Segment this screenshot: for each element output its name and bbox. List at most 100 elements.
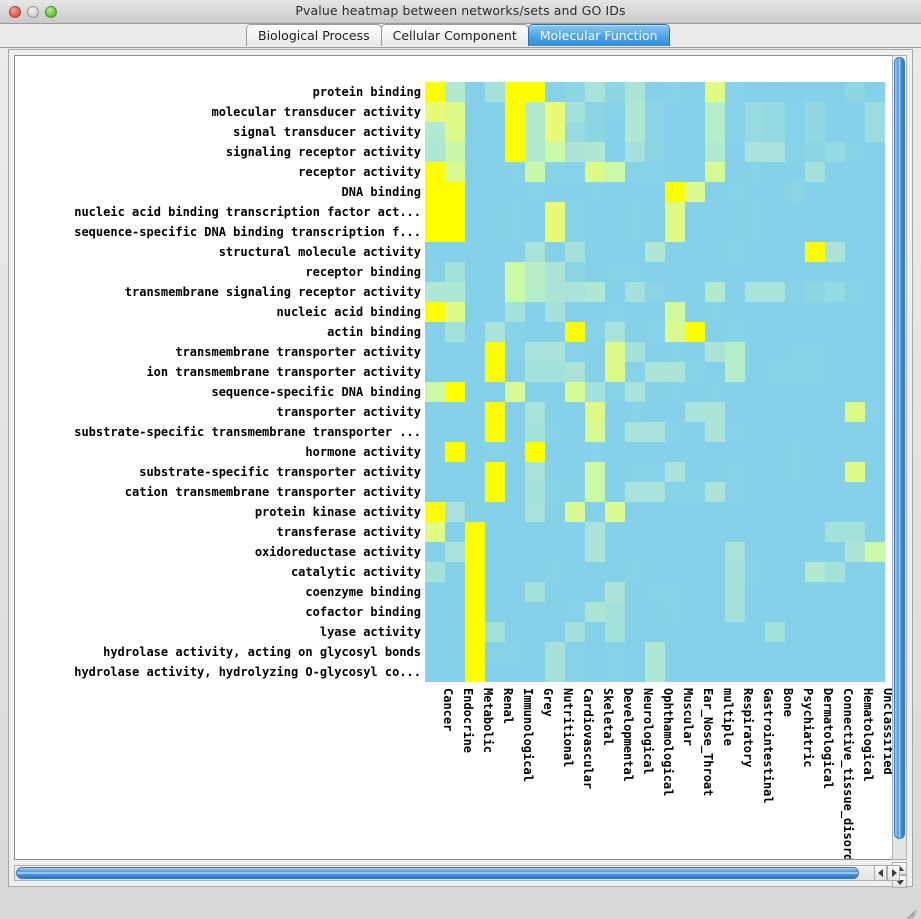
heatmap-cell[interactable]	[525, 102, 545, 122]
heatmap-cell[interactable]	[605, 162, 625, 182]
minimize-button[interactable]	[27, 6, 39, 18]
heatmap-cell[interactable]	[605, 302, 625, 322]
heatmap-cell[interactable]	[805, 322, 825, 342]
heatmap-cell[interactable]	[605, 282, 625, 302]
heatmap-cell[interactable]	[625, 222, 645, 242]
heatmap-cell[interactable]	[825, 402, 845, 422]
heatmap-cell[interactable]	[585, 282, 605, 302]
heatmap-cell[interactable]	[785, 202, 805, 222]
heatmap-cell[interactable]	[465, 142, 485, 162]
heatmap-cell[interactable]	[425, 102, 445, 122]
heatmap-cell[interactable]	[745, 402, 765, 422]
heatmap-cell[interactable]	[545, 662, 565, 682]
heatmap-cell[interactable]	[745, 162, 765, 182]
heatmap-cell[interactable]	[545, 102, 565, 122]
heatmap-cell[interactable]	[505, 222, 525, 242]
heatmap-cell[interactable]	[825, 562, 845, 582]
heatmap-cell[interactable]	[785, 542, 805, 562]
heatmap-cell[interactable]	[765, 242, 785, 262]
heatmap-cell[interactable]	[645, 82, 665, 102]
heatmap-cell[interactable]	[505, 362, 525, 382]
heatmap-cell[interactable]	[645, 662, 665, 682]
heatmap-cell[interactable]	[645, 642, 665, 662]
heatmap-cell[interactable]	[825, 162, 845, 182]
heatmap-cell[interactable]	[765, 202, 785, 222]
heatmap-cell[interactable]	[585, 262, 605, 282]
heatmap-cell[interactable]	[505, 182, 525, 202]
heatmap-cell[interactable]	[745, 642, 765, 662]
heatmap-cell[interactable]	[465, 522, 485, 542]
heatmap-cell[interactable]	[425, 642, 445, 662]
heatmap-cell[interactable]	[685, 122, 705, 142]
heatmap-cell[interactable]	[845, 322, 865, 342]
heatmap-cell[interactable]	[565, 662, 585, 682]
horizontal-scrollbar-thumb[interactable]	[16, 867, 859, 879]
heatmap-cell[interactable]	[605, 462, 625, 482]
heatmap-cell[interactable]	[605, 222, 625, 242]
heatmap-cell[interactable]	[525, 82, 545, 102]
heatmap-cell[interactable]	[645, 122, 665, 142]
heatmap-cell[interactable]	[865, 562, 885, 582]
heatmap-cell[interactable]	[565, 202, 585, 222]
heatmap-cell[interactable]	[445, 422, 465, 442]
heatmap-cell[interactable]	[445, 522, 465, 542]
heatmap-cell[interactable]	[425, 562, 445, 582]
heatmap-cell[interactable]	[765, 502, 785, 522]
heatmap-cell[interactable]	[565, 542, 585, 562]
heatmap-cell[interactable]	[645, 542, 665, 562]
heatmap-cell[interactable]	[785, 102, 805, 122]
heatmap-cell[interactable]	[525, 282, 545, 302]
heatmap-cell[interactable]	[545, 122, 565, 142]
heatmap-cell[interactable]	[485, 122, 505, 142]
heatmap-cell[interactable]	[805, 282, 825, 302]
heatmap-cell[interactable]	[625, 482, 645, 502]
heatmap-cell[interactable]	[865, 162, 885, 182]
heatmap-cell[interactable]	[665, 282, 685, 302]
vertical-scrollbar[interactable]	[892, 55, 907, 860]
heatmap-cell[interactable]	[625, 282, 645, 302]
heatmap-cell[interactable]	[525, 542, 545, 562]
heatmap-cell[interactable]	[805, 402, 825, 422]
heatmap-cell[interactable]	[525, 442, 545, 462]
heatmap-cell[interactable]	[445, 482, 465, 502]
heatmap-cell[interactable]	[785, 322, 805, 342]
heatmap-cell[interactable]	[425, 462, 445, 482]
heatmap-cell[interactable]	[585, 522, 605, 542]
heatmap-cell[interactable]	[545, 402, 565, 422]
heatmap-cell[interactable]	[665, 122, 685, 142]
heatmap-cell[interactable]	[425, 542, 445, 562]
heatmap-cell[interactable]	[785, 462, 805, 482]
heatmap-cell[interactable]	[845, 562, 865, 582]
heatmap-cell[interactable]	[845, 82, 865, 102]
heatmap-cell[interactable]	[625, 402, 645, 422]
heatmap-cell[interactable]	[505, 562, 525, 582]
heatmap-cell[interactable]	[845, 502, 865, 522]
heatmap-cell[interactable]	[685, 662, 705, 682]
heatmap-cell[interactable]	[605, 422, 625, 442]
heatmap-cell[interactable]	[665, 462, 685, 482]
heatmap-cell[interactable]	[425, 522, 445, 542]
heatmap-cell[interactable]	[525, 162, 545, 182]
heatmap-cell[interactable]	[665, 582, 685, 602]
heatmap-cell[interactable]	[445, 602, 465, 622]
heatmap-cell[interactable]	[565, 402, 585, 422]
heatmap-cell[interactable]	[445, 302, 465, 322]
heatmap-cell[interactable]	[505, 642, 525, 662]
heatmap-cell[interactable]	[425, 442, 445, 462]
heatmap-cell[interactable]	[765, 162, 785, 182]
heatmap-cell[interactable]	[585, 362, 605, 382]
heatmap-cell[interactable]	[765, 462, 785, 482]
heatmap-cell[interactable]	[745, 582, 765, 602]
heatmap-cell[interactable]	[685, 202, 705, 222]
heatmap-cell[interactable]	[745, 122, 765, 142]
heatmap-cell[interactable]	[745, 102, 765, 122]
heatmap-cell[interactable]	[685, 142, 705, 162]
heatmap-cell[interactable]	[805, 622, 825, 642]
heatmap-cell[interactable]	[585, 222, 605, 242]
heatmap-cell[interactable]	[465, 342, 485, 362]
heatmap-cell[interactable]	[745, 462, 765, 482]
heatmap-cell[interactable]	[605, 242, 625, 262]
heatmap-cell[interactable]	[465, 502, 485, 522]
heatmap-cell[interactable]	[745, 662, 765, 682]
heatmap-cell[interactable]	[645, 502, 665, 522]
